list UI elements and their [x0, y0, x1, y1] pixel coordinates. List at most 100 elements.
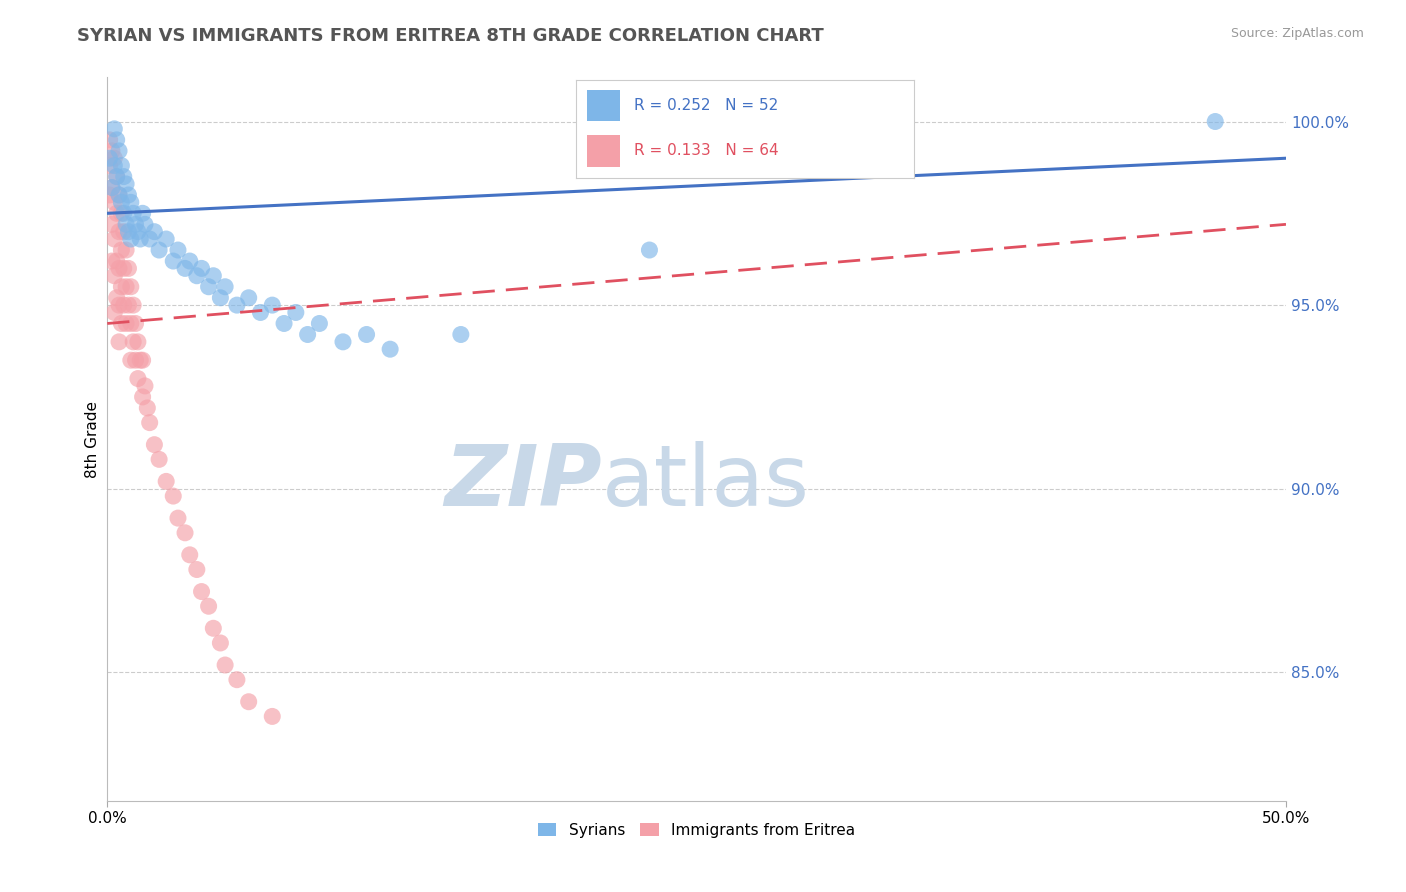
Point — [190, 261, 212, 276]
Point — [179, 548, 201, 562]
Point — [101, 254, 124, 268]
Point — [127, 334, 149, 349]
Point — [115, 217, 138, 231]
Text: R = 0.133   N = 64: R = 0.133 N = 64 — [634, 144, 779, 159]
Point — [308, 317, 330, 331]
Point — [105, 133, 128, 147]
Point — [122, 298, 145, 312]
Point — [134, 217, 156, 231]
Point — [162, 489, 184, 503]
Point — [138, 232, 160, 246]
Point — [131, 353, 153, 368]
Point — [179, 254, 201, 268]
Point — [117, 261, 139, 276]
Point — [186, 562, 208, 576]
Point — [105, 254, 128, 268]
Point — [131, 390, 153, 404]
Point — [108, 188, 131, 202]
Point — [136, 401, 159, 415]
Point — [112, 298, 135, 312]
Point — [115, 243, 138, 257]
Point — [108, 298, 131, 312]
Point — [238, 291, 260, 305]
Point — [101, 144, 124, 158]
Point — [108, 225, 131, 239]
Point — [174, 525, 197, 540]
Point — [124, 217, 146, 231]
Point — [197, 279, 219, 293]
Point — [103, 121, 125, 136]
Point — [101, 180, 124, 194]
Point — [115, 279, 138, 293]
Point — [134, 379, 156, 393]
Point — [120, 317, 142, 331]
Point — [143, 225, 166, 239]
Text: R = 0.252   N = 52: R = 0.252 N = 52 — [634, 98, 778, 113]
Point — [190, 584, 212, 599]
Point — [98, 151, 121, 165]
Point — [131, 206, 153, 220]
Y-axis label: 8th Grade: 8th Grade — [86, 401, 100, 477]
Point — [110, 206, 132, 220]
Point — [108, 334, 131, 349]
Point — [332, 334, 354, 349]
Point — [155, 232, 177, 246]
Point — [209, 291, 232, 305]
Point — [249, 305, 271, 319]
Legend: Syrians, Immigrants from Eritrea: Syrians, Immigrants from Eritrea — [531, 816, 860, 844]
Point — [105, 169, 128, 184]
Point — [105, 206, 128, 220]
Point — [115, 317, 138, 331]
Point — [110, 195, 132, 210]
Point — [378, 342, 401, 356]
FancyBboxPatch shape — [586, 136, 620, 167]
Point — [124, 317, 146, 331]
Point — [112, 169, 135, 184]
Point — [101, 180, 124, 194]
Text: atlas: atlas — [602, 441, 810, 524]
Point — [127, 225, 149, 239]
Point — [186, 268, 208, 283]
Point — [1204, 114, 1226, 128]
Point — [120, 279, 142, 293]
Point — [117, 225, 139, 239]
Text: SYRIAN VS IMMIGRANTS FROM ERITREA 8TH GRADE CORRELATION CHART: SYRIAN VS IMMIGRANTS FROM ERITREA 8TH GR… — [77, 27, 824, 45]
Point — [124, 353, 146, 368]
Point — [110, 243, 132, 257]
Point — [103, 159, 125, 173]
Point — [120, 195, 142, 210]
Point — [122, 206, 145, 220]
Point — [115, 177, 138, 191]
Point — [110, 317, 132, 331]
Point — [143, 438, 166, 452]
Point — [209, 636, 232, 650]
Point — [138, 416, 160, 430]
Point — [225, 298, 247, 312]
Point — [129, 232, 152, 246]
Point — [110, 279, 132, 293]
Point — [103, 195, 125, 210]
Point — [167, 511, 190, 525]
Point — [117, 188, 139, 202]
Point — [105, 291, 128, 305]
Point — [148, 243, 170, 257]
Point — [98, 159, 121, 173]
Point — [103, 305, 125, 319]
Text: Source: ZipAtlas.com: Source: ZipAtlas.com — [1230, 27, 1364, 40]
Point — [262, 298, 284, 312]
Point — [98, 133, 121, 147]
Point — [103, 268, 125, 283]
Point — [112, 225, 135, 239]
Point — [105, 169, 128, 184]
Point — [284, 305, 307, 319]
Point — [112, 261, 135, 276]
Point — [297, 327, 319, 342]
Point — [103, 151, 125, 165]
Point — [225, 673, 247, 687]
Point — [197, 599, 219, 614]
Point — [450, 327, 472, 342]
Point — [167, 243, 190, 257]
Point — [162, 254, 184, 268]
Point — [155, 475, 177, 489]
Point — [262, 709, 284, 723]
